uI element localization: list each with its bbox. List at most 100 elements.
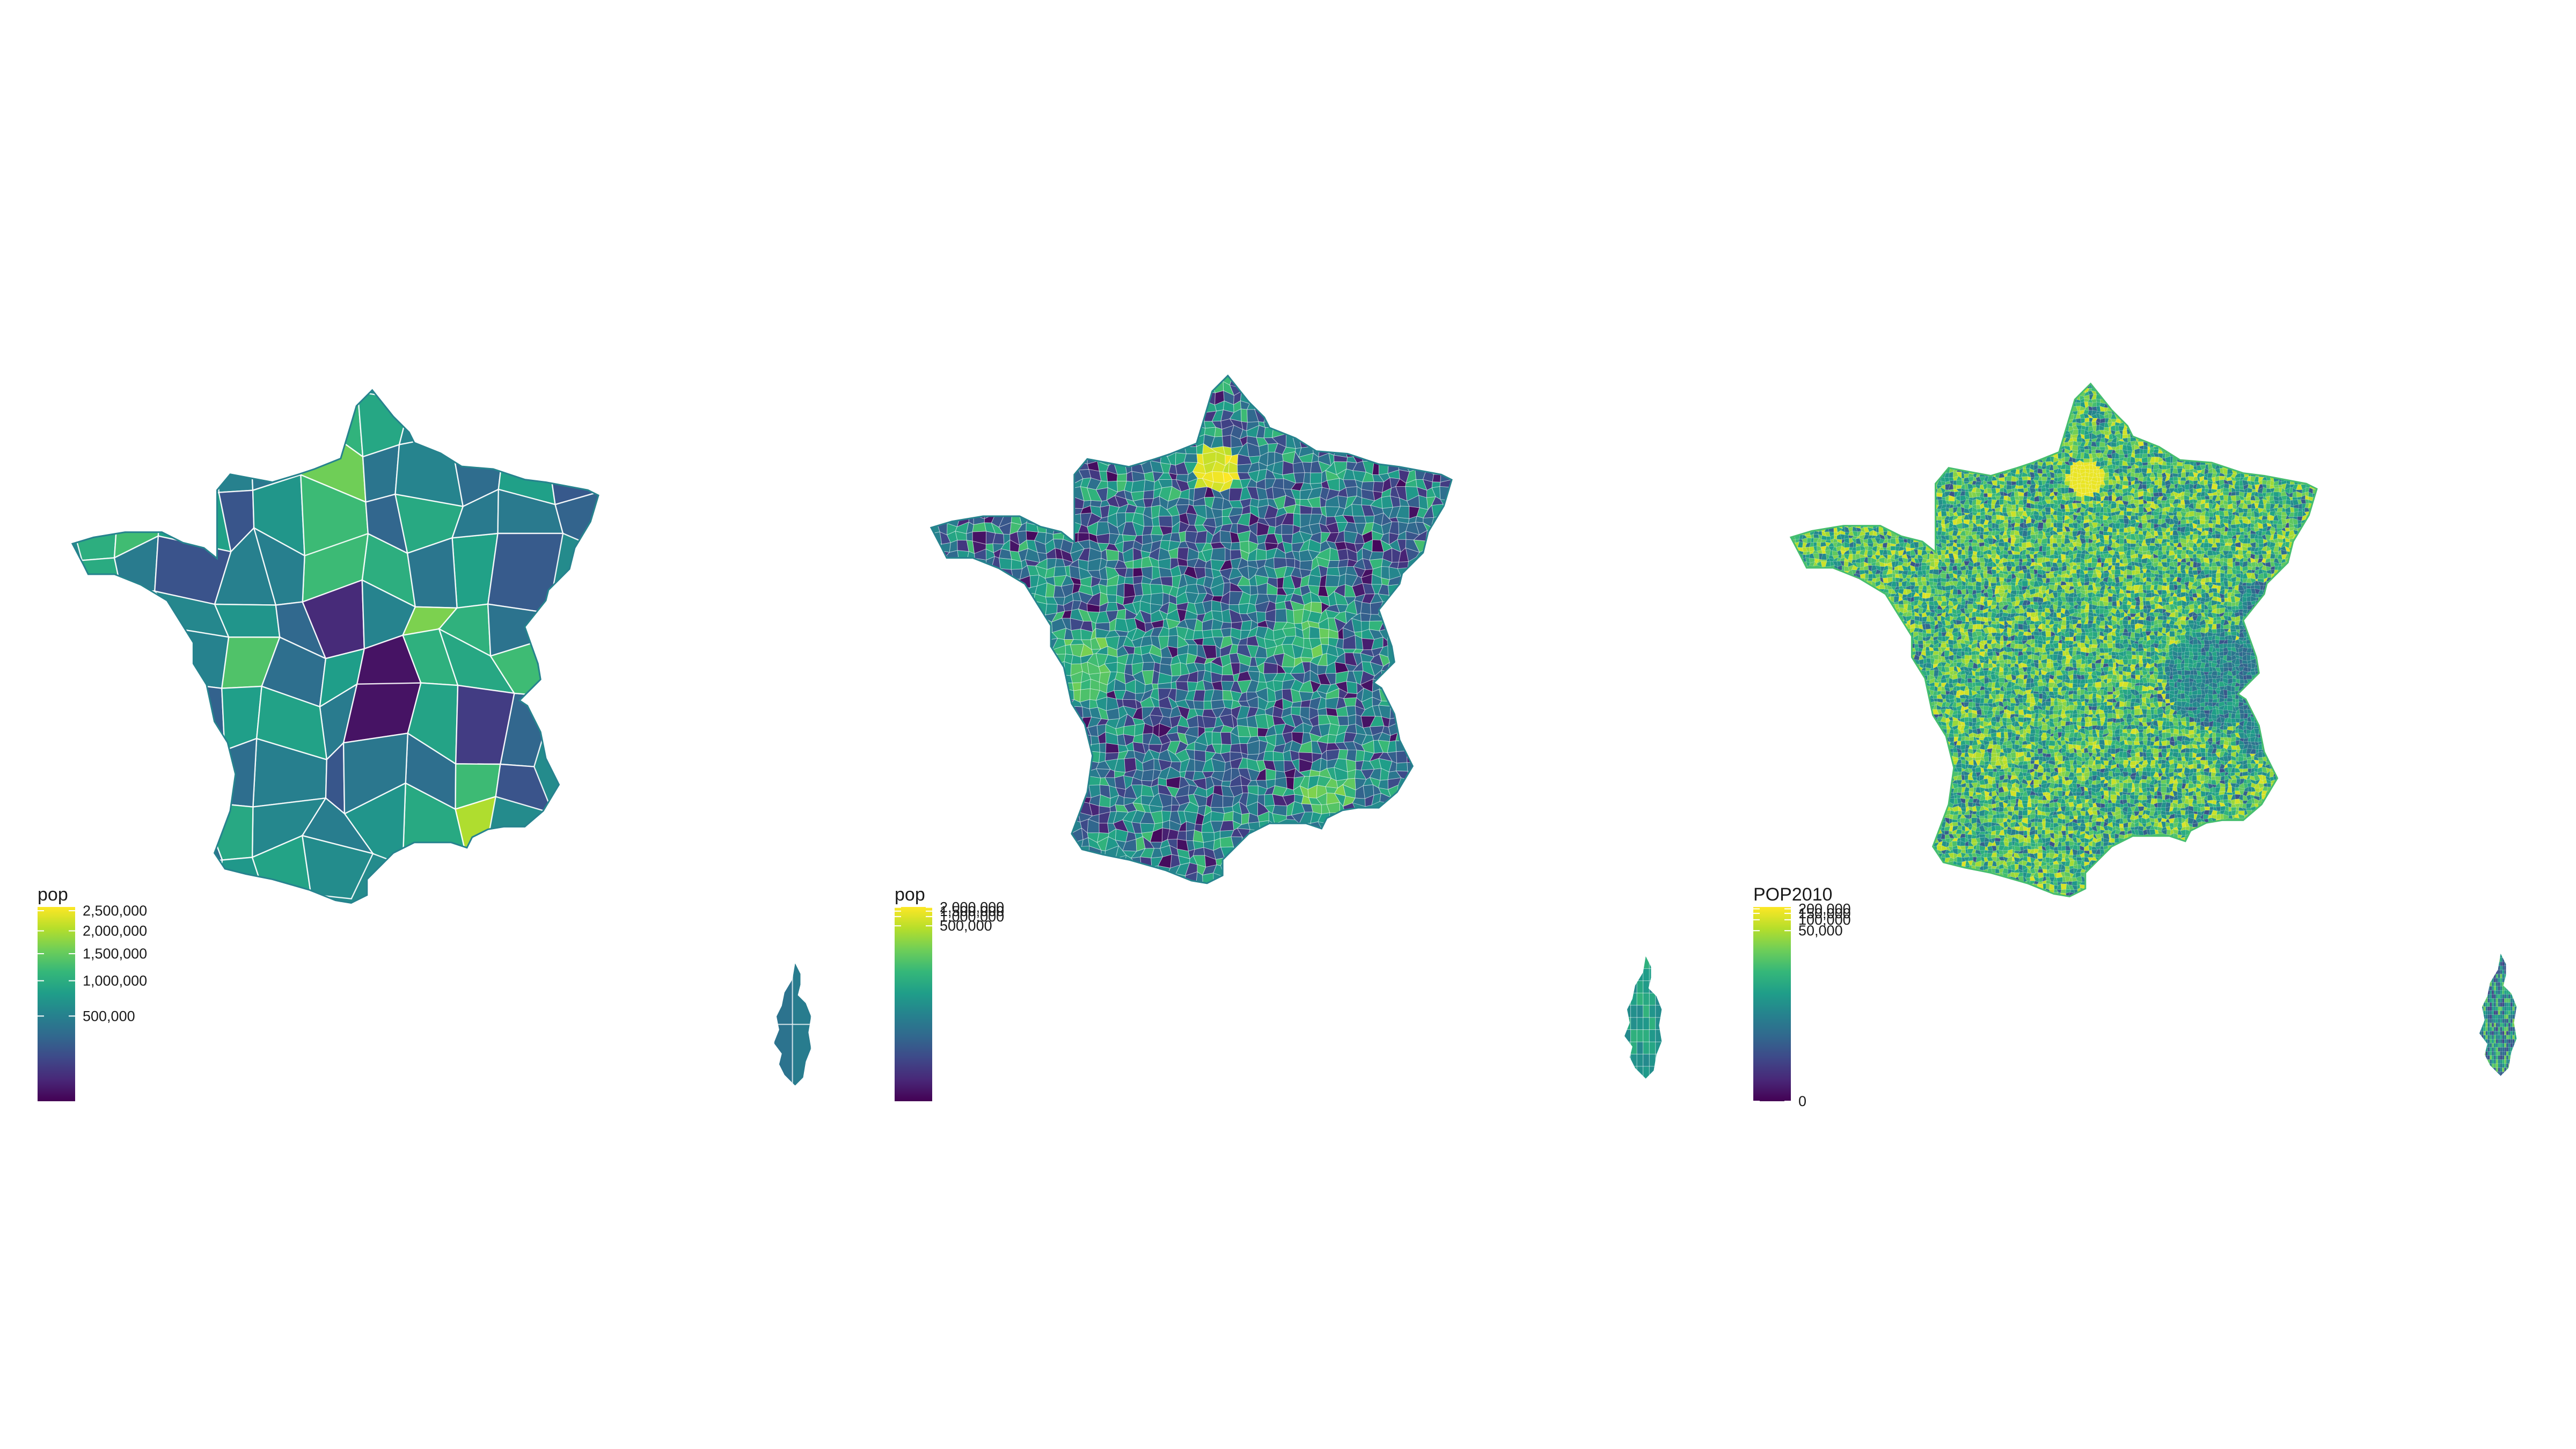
legend-tick-label: 2,500,000 xyxy=(83,903,147,919)
corsica-cell xyxy=(2506,974,2509,979)
legend-colorbar xyxy=(895,907,932,1101)
corsica-cell xyxy=(2504,965,2507,971)
corsica-cell xyxy=(1630,1066,1638,1079)
corsica-cell xyxy=(2483,1067,2486,1072)
corsica-cell xyxy=(1649,1066,1656,1079)
corsica-cell xyxy=(2510,1051,2513,1056)
corsica-cell xyxy=(2483,1043,2486,1048)
corsica-cell xyxy=(1630,956,1638,969)
corsica-cell xyxy=(2510,1071,2513,1076)
corsica-cell xyxy=(1655,1029,1662,1043)
corsica-cell xyxy=(2514,1027,2517,1031)
corsica-cell xyxy=(1636,1066,1644,1079)
corsica-cell xyxy=(2485,970,2489,975)
corsica-cell xyxy=(2512,1063,2515,1069)
corsica-cell xyxy=(2512,1055,2515,1060)
corsica-cell xyxy=(2487,970,2490,975)
corsica-cell xyxy=(1655,980,1662,994)
legend-tick-label: 1,000,000 xyxy=(940,909,1004,925)
region-cell-group xyxy=(342,732,409,815)
corsica-cells xyxy=(774,963,811,1086)
corsica-cell xyxy=(2479,1055,2482,1060)
corsica-cell xyxy=(2483,965,2486,971)
corsica-cell xyxy=(2510,970,2513,975)
corsica-cell xyxy=(1649,1053,1656,1067)
corsica-cell xyxy=(2508,978,2511,983)
corsica-cell xyxy=(1643,1017,1650,1030)
corsica-cell xyxy=(2481,994,2484,999)
corsica-cell xyxy=(2514,962,2517,967)
region-cell-group xyxy=(1132,540,1170,616)
corsica-cell xyxy=(2479,994,2482,999)
corsica-cell xyxy=(2514,1031,2517,1036)
corsica-cell xyxy=(2479,998,2482,1003)
corsica-cell xyxy=(2498,954,2501,958)
corsica-cell xyxy=(2514,998,2517,1003)
corsica-cell xyxy=(2479,1014,2482,1020)
corsica-cell xyxy=(2491,957,2494,962)
corsica-cell xyxy=(2508,982,2511,987)
corsica-cell xyxy=(1630,1029,1638,1043)
corsica-cell xyxy=(2504,978,2507,983)
corsica-cell xyxy=(2514,1022,2517,1028)
region-cell-group xyxy=(1087,521,1358,737)
corsica-cantons xyxy=(1624,956,1662,1079)
corsica-cell xyxy=(2504,954,2507,958)
corsica-cell xyxy=(2483,1071,2486,1076)
region-cell-group xyxy=(993,548,1384,807)
corsica-cell xyxy=(1624,1053,1631,1067)
corsica-cell xyxy=(2481,1059,2484,1064)
region-cell-group xyxy=(1099,671,1111,685)
region-cell-group xyxy=(1133,583,1305,684)
corsica-cell xyxy=(2504,982,2507,987)
corsica-cell xyxy=(2514,1071,2517,1076)
corsica-cell xyxy=(2479,978,2482,983)
legend-tick-label: 1,500,000 xyxy=(940,903,1004,919)
corsica-cell xyxy=(2512,962,2515,967)
corsica-cell xyxy=(2485,957,2489,962)
corsica-cell xyxy=(2491,954,2494,958)
corsica-cell xyxy=(2506,986,2509,991)
legend-tick-label: 200,000 xyxy=(1798,901,1851,917)
corsica-cell xyxy=(2510,954,2513,958)
corsica-cell xyxy=(2479,1002,2482,1007)
corsica-cell xyxy=(2514,986,2517,991)
corsica-cell xyxy=(2485,990,2489,995)
corsica-cell xyxy=(2479,1043,2482,1048)
corsica-cell xyxy=(2508,965,2511,971)
corsica-cell xyxy=(2479,957,2482,962)
region-cell-group xyxy=(320,390,364,458)
region-cell-group xyxy=(1073,689,1081,702)
corsica-cell xyxy=(2490,962,2492,967)
corsica-cell xyxy=(2479,1006,2482,1011)
region-cell-group xyxy=(1398,547,1409,562)
corsica-cell xyxy=(1643,956,1650,969)
corsica-cell xyxy=(2483,974,2486,979)
region-cell-group xyxy=(1132,707,1143,720)
corsica-cell xyxy=(2514,957,2517,962)
legend-title: pop xyxy=(895,884,925,905)
region-cell-group xyxy=(1151,619,1164,628)
corsica-cell xyxy=(2506,1071,2509,1076)
corsica-cell xyxy=(792,963,811,1026)
corsica-cell xyxy=(2512,1047,2515,1052)
region-cell-group xyxy=(1343,795,1356,807)
corsica-cell xyxy=(2506,962,2509,967)
corsica-cell xyxy=(2490,965,2492,971)
corsica-cell xyxy=(2506,1067,2509,1072)
corsica-cell xyxy=(2481,957,2484,962)
corsica-cell xyxy=(2491,1071,2494,1076)
corsica-cell xyxy=(2479,986,2482,991)
corsica-cell xyxy=(2483,962,2486,967)
region-cell-group xyxy=(1142,587,1296,868)
corsica-cell xyxy=(2481,1047,2484,1052)
corsica-cell xyxy=(2479,990,2482,995)
corsica-cell xyxy=(1630,968,1638,982)
corsica-cell xyxy=(1643,1041,1650,1055)
corsica-departments xyxy=(774,963,811,1086)
corsica-cell xyxy=(1655,968,1662,982)
corsica-cell xyxy=(1624,1017,1631,1030)
corsica-cell xyxy=(2481,1055,2484,1060)
legend-departments: pop 500,000 1,000,000 1,500,000 2,000,000 2,… xyxy=(38,884,147,1101)
corsica-cell xyxy=(1655,1053,1662,1067)
